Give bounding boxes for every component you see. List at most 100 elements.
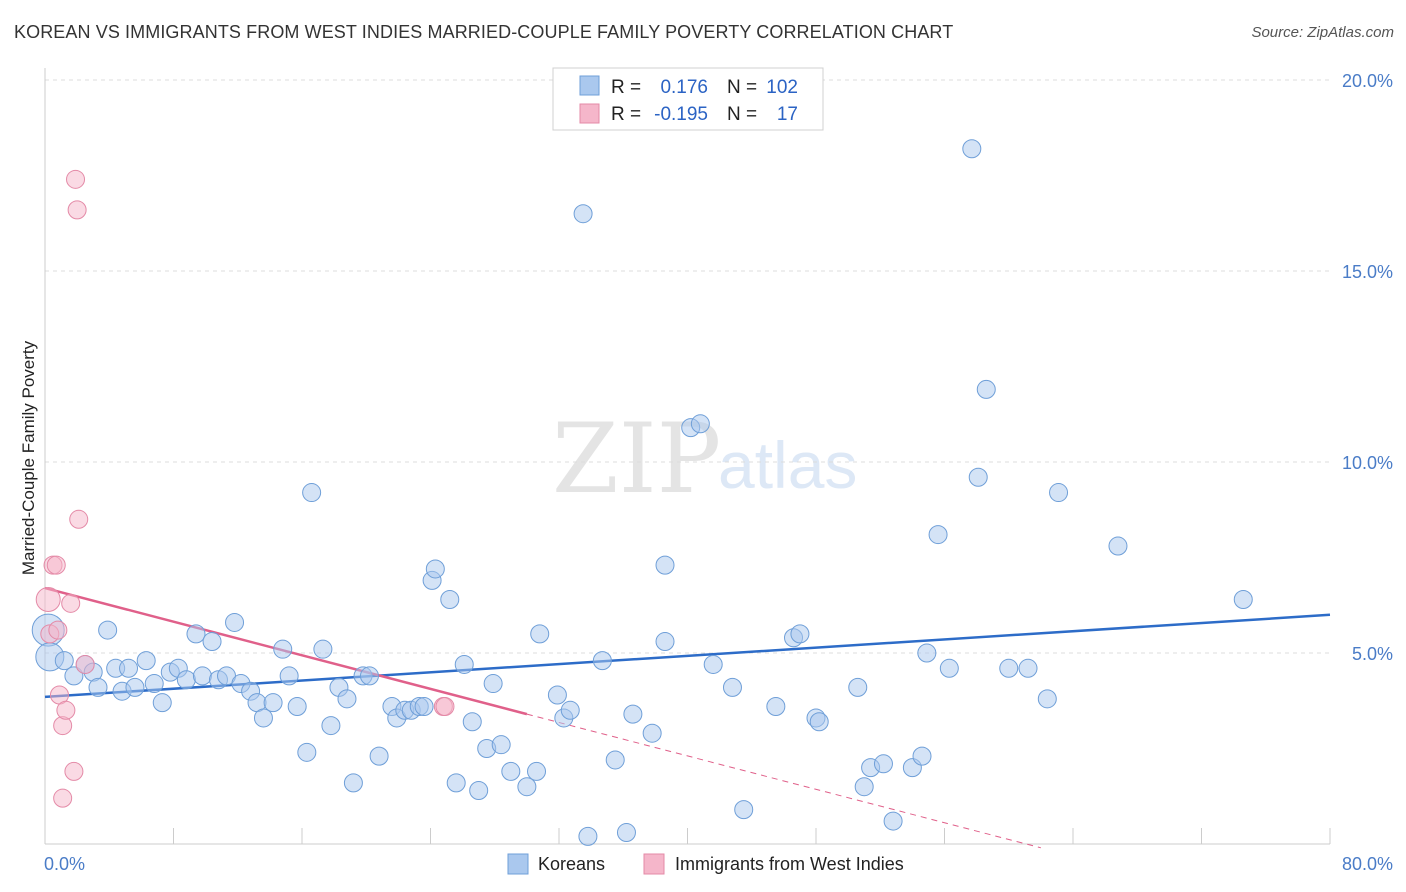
point-koreans-40 — [359, 666, 379, 686]
point-koreans-66 — [578, 826, 598, 846]
point-koreans-35 — [321, 716, 341, 736]
point-koreans-97 — [999, 658, 1019, 678]
point-west-indies-6 — [56, 700, 76, 720]
legend-r-label-1: R = — [611, 77, 641, 98]
point-koreans-85 — [854, 777, 874, 797]
point-koreans-20 — [202, 632, 222, 652]
point-west-indies-8 — [64, 761, 84, 781]
point-koreans-6 — [88, 677, 108, 697]
bottom-legend: Koreans Immigrants from West Indies — [507, 853, 904, 875]
point-koreans-90 — [912, 746, 932, 766]
legend-r-value-2: -0.195 — [654, 104, 708, 125]
legend-swatch-west-indies — [579, 103, 600, 124]
trend-line-west-indies-extension — [526, 713, 1042, 849]
point-west-indies-10 — [67, 200, 87, 220]
bottom-legend-swatch-west-indies — [643, 853, 665, 875]
point-koreans-59 — [517, 777, 537, 797]
point-koreans-56 — [483, 674, 503, 694]
point-koreans-57 — [491, 735, 511, 755]
bottom-legend-swatch-koreans — [507, 853, 529, 875]
y-axis-label: Married-Couple Family Poverty — [19, 340, 38, 575]
point-koreans-69 — [616, 823, 636, 843]
tick-labels: 5.0% 10.0% 15.0% 20.0% 0.0% 80.0% — [44, 71, 1393, 874]
x-tick-label-max: 80.0% — [1342, 854, 1393, 874]
point-west-indies-16 — [435, 696, 455, 716]
legend-swatch-koreans — [579, 75, 600, 96]
y-tick-label-1: 10.0% — [1342, 453, 1393, 473]
point-koreans-32 — [297, 742, 317, 762]
point-koreans-78 — [734, 800, 754, 820]
point-koreans-98 — [1018, 658, 1038, 678]
series-west-indies — [35, 169, 455, 808]
point-west-indies-3 — [46, 555, 66, 575]
point-koreans-29 — [273, 639, 293, 659]
point-koreans-83 — [809, 712, 829, 732]
legend-box: R = 0.176 N = 102 R = -0.195 N = 17 — [552, 67, 824, 131]
point-koreans-72 — [655, 632, 675, 652]
point-koreans-13 — [144, 674, 164, 694]
point-west-indies-9 — [66, 169, 86, 189]
point-west-indies-13 — [53, 788, 73, 808]
point-koreans-65 — [573, 204, 593, 224]
point-koreans-52 — [454, 654, 474, 674]
axes — [44, 68, 1331, 845]
point-koreans-7 — [98, 620, 118, 640]
point-west-indies-11 — [69, 509, 89, 529]
point-koreans-2 — [54, 651, 74, 671]
bottom-legend-koreans: Koreans — [538, 854, 605, 874]
point-koreans-75 — [690, 414, 710, 434]
trend-line-koreans — [44, 613, 1331, 699]
legend-r-label-2: R = — [611, 104, 641, 125]
watermark-atlas: atlas — [718, 428, 857, 502]
point-koreans-93 — [939, 658, 959, 678]
point-koreans-37 — [337, 689, 357, 709]
point-koreans-81 — [790, 624, 810, 644]
point-koreans-14 — [152, 693, 172, 713]
point-koreans-34 — [313, 639, 333, 659]
point-koreans-94 — [962, 139, 982, 159]
point-koreans-3 — [64, 666, 84, 686]
point-koreans-12 — [136, 651, 156, 671]
point-koreans-64 — [560, 700, 580, 720]
point-koreans-61 — [530, 624, 550, 644]
point-koreans-41 — [369, 746, 389, 766]
point-koreans-19 — [192, 666, 212, 686]
point-koreans-47 — [414, 696, 434, 716]
point-koreans-99 — [1037, 689, 1057, 709]
point-koreans-50 — [440, 590, 460, 610]
y-tick-label-3: 20.0% — [1342, 71, 1393, 91]
point-west-indies-7 — [61, 593, 81, 613]
legend-n-value-2: 17 — [777, 104, 798, 125]
point-koreans-18 — [186, 624, 206, 644]
chart-title: KOREAN VS IMMIGRANTS FROM WEST INDIES MA… — [14, 22, 954, 42]
point-koreans-92 — [928, 525, 948, 545]
point-koreans-102 — [1233, 590, 1253, 610]
legend-n-value-1: 102 — [766, 77, 798, 98]
point-koreans-58 — [501, 761, 521, 781]
point-koreans-79 — [766, 696, 786, 716]
point-koreans-68 — [605, 750, 625, 770]
point-koreans-95 — [968, 467, 988, 487]
point-west-indies-0 — [35, 587, 61, 613]
point-koreans-51 — [446, 773, 466, 793]
data-points — [31, 139, 1253, 846]
point-koreans-87 — [873, 754, 893, 774]
point-west-indies-14 — [48, 620, 68, 640]
legend-n-label-1: N = — [727, 77, 757, 98]
point-koreans-11 — [125, 677, 145, 697]
point-koreans-28 — [263, 693, 283, 713]
gridlines — [45, 79, 1330, 654]
point-koreans-70 — [623, 704, 643, 724]
point-koreans-53 — [462, 712, 482, 732]
point-west-indies-12 — [75, 654, 95, 674]
x-tick-label-min: 0.0% — [44, 854, 85, 874]
point-koreans-54 — [469, 781, 489, 801]
legend-r-value-1: 0.176 — [660, 77, 708, 98]
point-koreans-101 — [1108, 536, 1128, 556]
bottom-legend-west-indies: Immigrants from West Indies — [675, 854, 904, 874]
point-koreans-31 — [287, 696, 307, 716]
source-label: Source: ZipAtlas.com — [1251, 24, 1394, 41]
point-koreans-10 — [119, 658, 139, 678]
point-koreans-84 — [848, 677, 868, 697]
